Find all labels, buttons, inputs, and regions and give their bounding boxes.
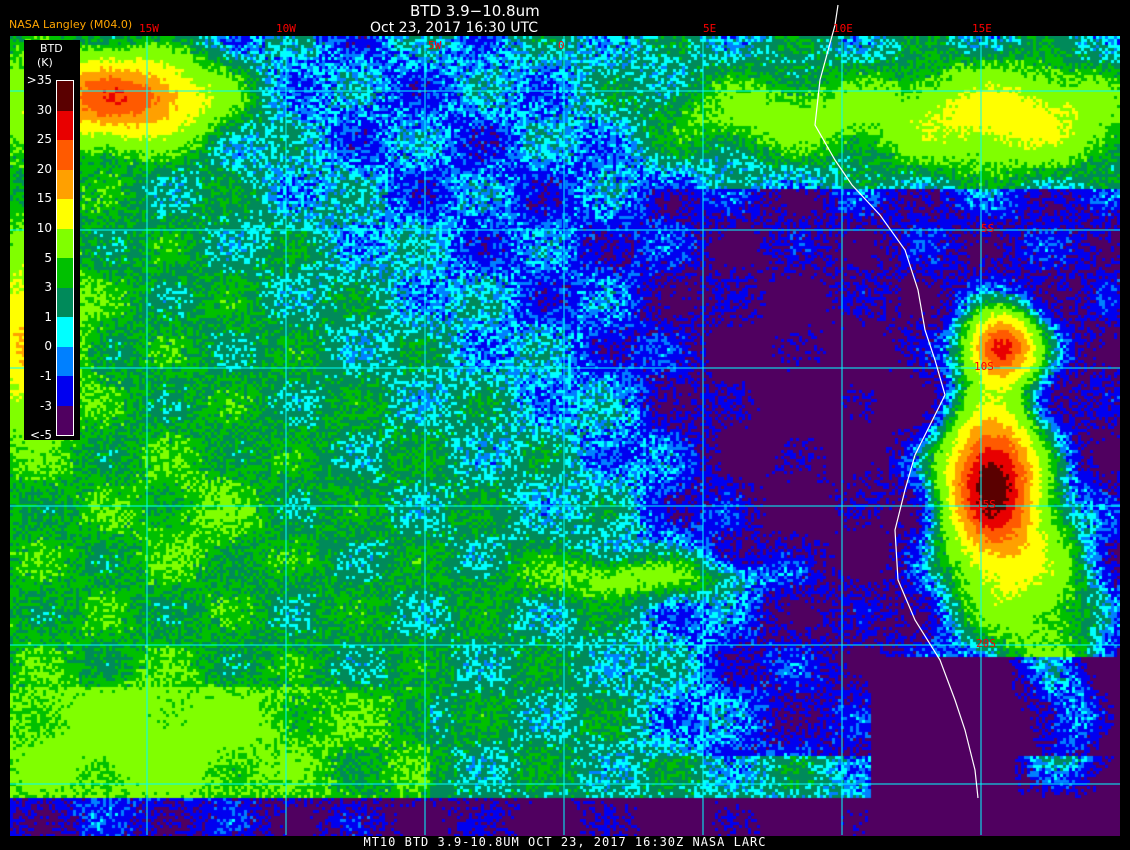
legend-tick-label: 0 <box>44 339 52 354</box>
lon-label: 5W <box>428 39 442 52</box>
coastline <box>814 4 979 799</box>
legend-colorbar <box>56 80 74 436</box>
legend-tick-label: -3 <box>40 398 52 413</box>
footer-caption: MT10 BTD 3.9-10.8UM OCT 23, 2017 16:30Z … <box>363 835 767 849</box>
lon-label: 15E <box>972 22 992 35</box>
legend-swatch <box>57 317 73 347</box>
legend-tick-label: 3 <box>44 280 52 295</box>
lat-label: 15S <box>976 498 996 511</box>
legend-tick-label: 1 <box>44 309 52 324</box>
legend-tick-label: -1 <box>40 369 52 383</box>
legend-swatch <box>57 258 73 288</box>
legend-tick-label: 30 <box>36 102 52 117</box>
image-title: BTD 3.9−10.8um <box>410 2 540 20</box>
legend-swatch <box>57 169 73 199</box>
lon-label: 5E <box>703 22 717 35</box>
legend-swatch <box>57 228 73 258</box>
lat-label: 10S <box>974 360 994 373</box>
legend-swatch <box>57 199 73 229</box>
credit-label: NASA Langley (M04.0) <box>9 18 133 31</box>
lon-label: 0 <box>558 39 565 52</box>
color-legend: BTD (K) >35 30 25 20 15 10 5 3 1 0 -1 -3 <-5 <box>24 40 80 443</box>
lon-label: 10E <box>833 22 853 35</box>
legend-swatch <box>57 376 73 406</box>
legend-tick-label: 5 <box>44 250 52 265</box>
legend-unit: (K) <box>37 56 53 69</box>
legend-tick-label: <-5 <box>29 428 52 443</box>
image-timestamp: Oct 23, 2017 16:30 UTC <box>370 20 538 36</box>
legend-tick-label: >35 <box>26 73 52 87</box>
lon-label: 15W <box>139 22 159 35</box>
legend-swatch <box>57 140 73 170</box>
legend-swatch <box>57 110 73 140</box>
lon-label: 10W <box>276 22 296 35</box>
legend-tick-label: 15 <box>36 191 52 206</box>
legend-swatch <box>57 81 73 111</box>
legend-swatch <box>57 287 73 317</box>
legend-tick-label: 10 <box>36 221 52 235</box>
legend-title: BTD <box>40 42 63 55</box>
legend-swatch <box>57 346 73 376</box>
legend-swatch <box>57 405 73 435</box>
lat-label: 5S <box>981 222 995 235</box>
lat-label: 20S <box>976 637 996 650</box>
legend-tick-label: 25 <box>36 132 52 147</box>
legend-tick-label: 20 <box>36 161 52 176</box>
satellite-btd-image <box>10 36 1120 836</box>
